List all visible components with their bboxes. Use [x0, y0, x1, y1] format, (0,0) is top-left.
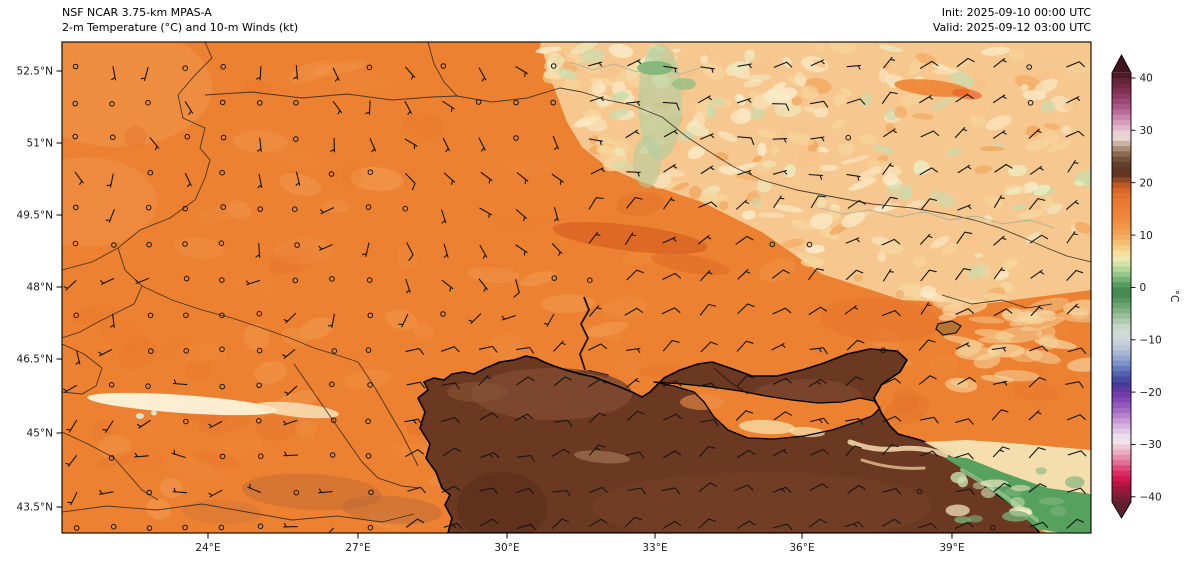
svg-text:20: 20 — [1140, 177, 1153, 189]
svg-text:24°E: 24°E — [195, 542, 220, 554]
svg-text:49.5°N: 49.5°N — [17, 210, 53, 222]
svg-text:10: 10 — [1140, 230, 1153, 242]
colorbar: 40 30 20 10 0 −10 −20 −30 −40 — [1112, 55, 1162, 518]
svg-text:43.5°N: 43.5°N — [17, 502, 53, 514]
svg-text:0: 0 — [1140, 282, 1147, 294]
svg-text:−30: −30 — [1140, 439, 1162, 451]
svg-text:48°N: 48°N — [27, 282, 53, 294]
svg-text:−10: −10 — [1140, 334, 1162, 346]
svg-text:45°N: 45°N — [27, 428, 53, 440]
weather-map-page: NSF NCAR 3.75-km MPAS-A 2-m Temperature … — [0, 0, 1189, 563]
forecast-plot: 52.5°N 51°N 49.5°N 48°N 46.5°N 45°N 43.5°N 24°… — [0, 0, 1189, 563]
map-canvas — [17, 27, 1107, 542]
svg-text:30: 30 — [1140, 125, 1153, 137]
svg-text:33°E: 33°E — [642, 542, 667, 554]
svg-text:39°E: 39°E — [939, 542, 964, 554]
svg-text:52.5°N: 52.5°N — [17, 66, 53, 78]
svg-text:36°E: 36°E — [789, 542, 814, 554]
latitude-axis: 52.5°N 51°N 49.5°N 48°N 46.5°N 45°N 43.5°N — [17, 66, 62, 514]
svg-text:51°N: 51°N — [27, 138, 53, 150]
svg-text:−20: −20 — [1140, 387, 1162, 399]
svg-text:−40: −40 — [1140, 492, 1162, 504]
svg-text:27°E: 27°E — [345, 542, 370, 554]
svg-text:30°E: 30°E — [494, 542, 519, 554]
colorbar-unit-label: °C — [1168, 290, 1180, 303]
svg-text:46.5°N: 46.5°N — [17, 354, 53, 366]
longitude-axis: 24°E 27°E 30°E 33°E 36°E 39°E — [195, 533, 964, 554]
svg-text:40: 40 — [1140, 73, 1153, 85]
